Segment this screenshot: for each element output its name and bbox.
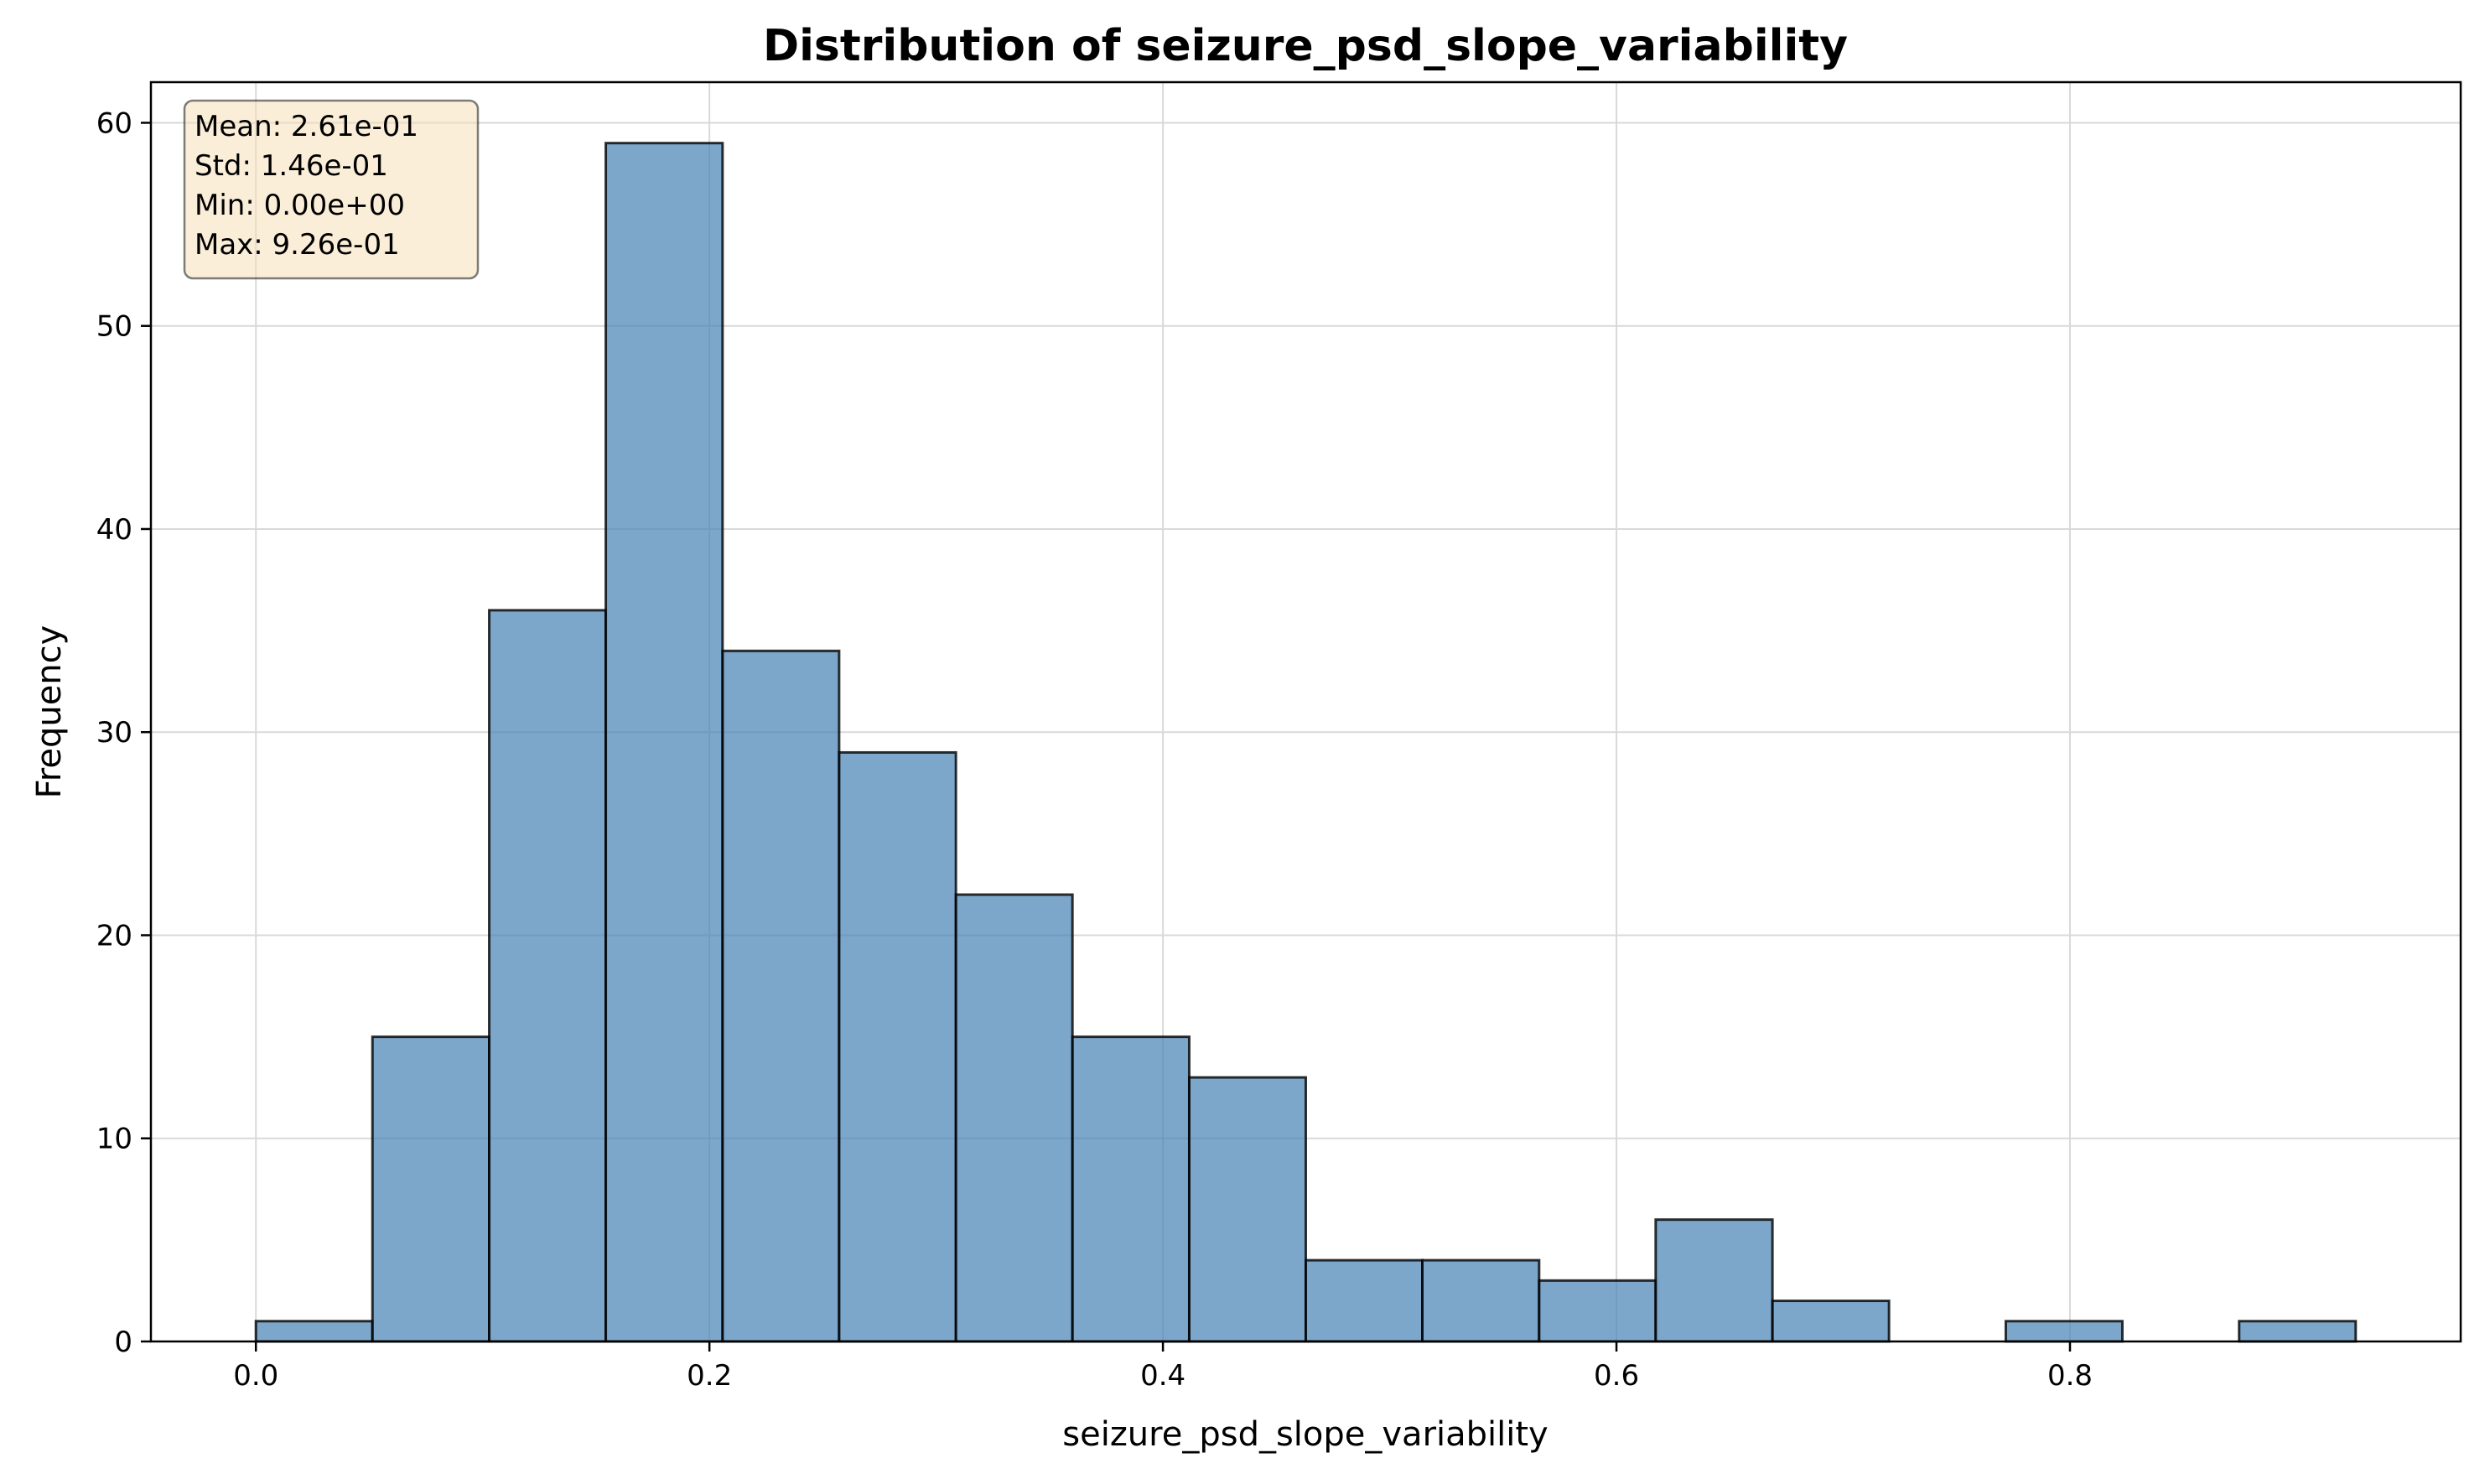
y-tick-label: 0 (114, 1326, 132, 1359)
x-axis-label: seizure_psd_slope_variability (1062, 1415, 1548, 1454)
histogram-bar (1187, 1076, 1307, 1343)
histogram-bar (1538, 1279, 1658, 1343)
histogram-bar (1421, 1258, 1541, 1343)
stats-min: Min: 0.00e+00 (195, 189, 405, 222)
stats-max: Max: 9.26e-01 (195, 228, 400, 262)
histogram-bar (838, 750, 957, 1343)
y-tick-label: 30 (96, 716, 132, 750)
bars (254, 142, 2358, 1343)
histogram-bar (254, 1320, 374, 1343)
y-tick-label: 40 (96, 513, 132, 547)
chart-title: Distribution of seizure_psd_slope_variab… (763, 21, 1848, 71)
histogram-bar (488, 609, 608, 1343)
histogram-bar (1771, 1300, 1891, 1343)
histogram-bar (954, 893, 1074, 1343)
histogram-bar (2004, 1320, 2124, 1343)
stats-box: Mean: 2.61e-01 Std: 1.46e-01 Min: 0.00e+… (183, 99, 480, 280)
y-tick-label: 50 (96, 310, 132, 344)
histogram-bar (604, 142, 724, 1343)
y-axis-label: Frequency (30, 625, 69, 799)
histogram-bar (371, 1035, 491, 1343)
plot-frame (149, 80, 2462, 1343)
x-tick-label: 0.6 (1594, 1359, 1639, 1393)
x-tick-label: 0.8 (2047, 1359, 2093, 1393)
y-tick-label: 10 (96, 1123, 132, 1156)
x-tick-label: 0.0 (233, 1359, 278, 1393)
y-axis-ticks: 0 10 20 30 40 50 60 (96, 106, 151, 1359)
histogram-bar (721, 649, 841, 1343)
histogram-bar (1071, 1035, 1191, 1343)
stats-box-background (183, 99, 480, 280)
x-tick-label: 0.4 (1140, 1359, 1185, 1393)
y-tick-label: 20 (96, 919, 132, 952)
histogram-bar (2238, 1320, 2358, 1343)
x-axis-ticks: 0.0 0.2 0.4 0.6 0.8 (233, 1341, 2093, 1393)
x-tick-label: 0.2 (687, 1359, 732, 1393)
histogram-bar (1305, 1258, 1424, 1343)
stats-std: Std: 1.46e-01 (195, 149, 388, 183)
stats-mean: Mean: 2.61e-01 (195, 110, 418, 143)
histogram-bar (1654, 1218, 1774, 1343)
y-tick-label: 60 (96, 106, 132, 140)
